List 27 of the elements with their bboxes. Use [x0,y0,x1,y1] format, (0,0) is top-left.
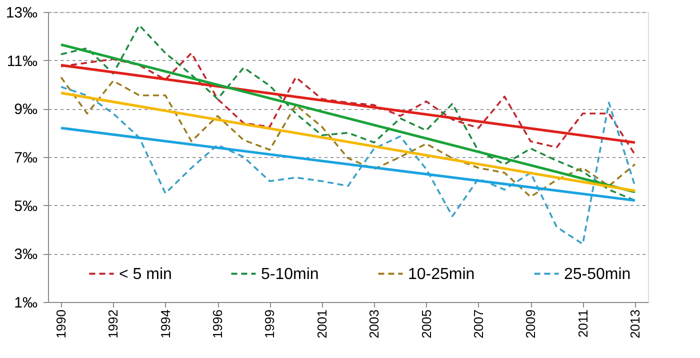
line-series [60,52,636,156]
x-tick-label: 1990 [54,310,69,338]
x-tick-label: 2003 [366,310,382,338]
x-tick-label: 1994 [158,310,173,338]
x-tick-label: 2001 [314,310,330,338]
x-tick-label: 1999 [262,310,278,338]
legend-label: 5-10min [261,266,319,283]
y-tick-label: 9‰ [14,101,38,118]
x-tick-label: 2005 [418,310,434,338]
x-tick-label: 2011 [575,310,590,338]
x-tick-label: 2007 [470,310,486,338]
legend-label: 10-25min [408,266,475,283]
x-tick-label: 2013 [627,310,642,338]
y-tick-label: 13‰ [6,4,38,22]
x-tick-label: 1992 [106,310,121,338]
legend-label: 25-50min [564,266,631,283]
line-series [60,24,636,202]
x-tick-label: 2009 [523,310,538,338]
y-tick-label: 3‰ [14,246,38,264]
y-tick-label: 1‰ [14,294,38,312]
legend-label: < 5 min [119,266,172,283]
y-tick-label: 5‰ [14,198,38,215]
line-series [60,86,636,245]
line-series [60,76,636,198]
x-tick-label: 1996 [210,310,226,338]
y-tick-label: 11‰ [6,52,38,70]
y-tick-label: 7‰ [14,150,38,166]
